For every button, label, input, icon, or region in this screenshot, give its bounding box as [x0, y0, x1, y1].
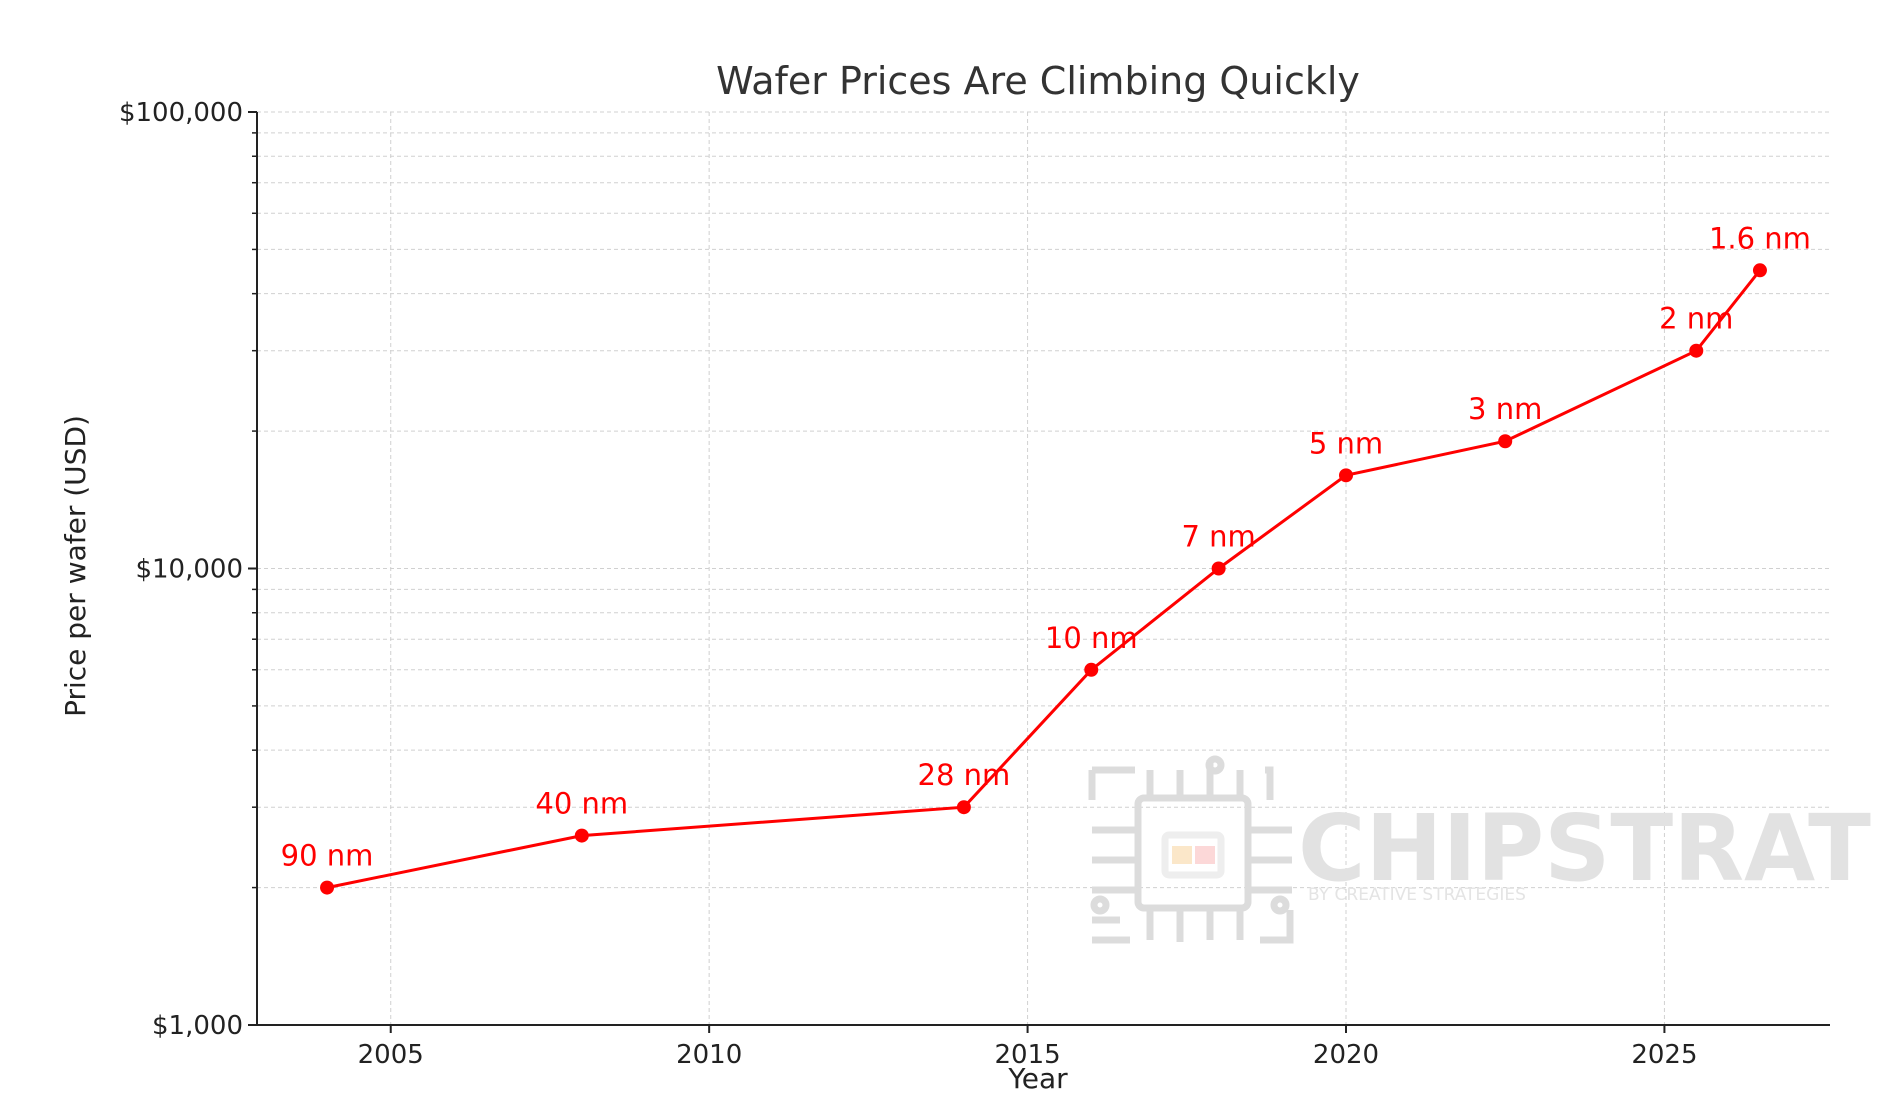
y-axis-title: Price per wafer (USD): [59, 415, 92, 717]
data-point-label: 5 nm: [1309, 426, 1383, 460]
data-point: [320, 880, 335, 895]
data-point: [1498, 434, 1513, 449]
y-tick-label: $100,000: [119, 98, 243, 128]
data-point-label: 28 nm: [918, 758, 1011, 792]
x-tick-label: 2015: [994, 1040, 1060, 1070]
x-tick-label: 2010: [676, 1040, 742, 1070]
chip-logo-accent-icon-2: [1195, 846, 1215, 864]
data-point-label: 7 nm: [1181, 520, 1255, 554]
data-point-label: 1.6 nm: [1709, 221, 1811, 255]
chipstrat-watermark: CHIPSTRAT BY CREATIVE STRATEGIES: [1088, 755, 1871, 944]
data-point: [574, 828, 589, 843]
data-point: [1211, 561, 1226, 576]
x-tick-label: 2005: [358, 1040, 424, 1070]
chip-logo-icon: [1088, 755, 1294, 944]
watermark-tagline: BY CREATIVE STRATEGIES: [1308, 885, 1526, 905]
chart-title: Wafer Prices Are Climbing Quickly: [716, 59, 1360, 103]
data-point-label: 90 nm: [281, 839, 374, 873]
data-point: [1084, 662, 1099, 677]
data-point-label: 2 nm: [1659, 302, 1733, 336]
series: 90 nm 40 nm 28 nm 10 nm 7 nm 5 nm 3 nm 2 nm 1.6 …: [281, 221, 1811, 895]
chip-logo-accent-icon: [1172, 846, 1192, 864]
data-point-label: 40 nm: [535, 787, 628, 821]
data-point: [1752, 263, 1767, 278]
watermark-brand: CHIPSTRAT: [1298, 795, 1871, 902]
grid: [257, 111, 1830, 1026]
data-point: [956, 800, 971, 815]
x-axis-title: Year: [1007, 1062, 1068, 1095]
y-tick-label: $1,000: [152, 1011, 243, 1041]
ticks: 2005 2010 2015 2020 2025 $1,000 $10,000 $100,00…: [119, 98, 1698, 1070]
x-tick-label: 2020: [1313, 1040, 1379, 1070]
data-point-label: 10 nm: [1045, 621, 1138, 655]
y-tick-label: $10,000: [135, 555, 243, 585]
x-tick-label: 2025: [1631, 1040, 1697, 1070]
data-point: [1689, 343, 1704, 358]
data-point-label: 3 nm: [1468, 392, 1542, 426]
data-point: [1339, 468, 1353, 483]
